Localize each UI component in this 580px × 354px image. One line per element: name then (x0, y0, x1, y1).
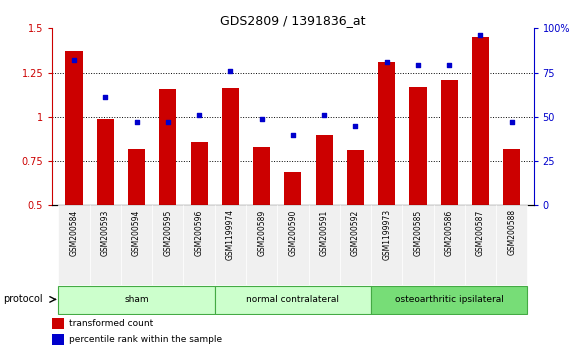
Bar (347, 150, 364, 205)
Bar (309, 205, 340, 285)
Point (226, 68, 235, 74)
Text: osteoarthritic ipsilateral: osteoarthritic ipsilateral (395, 295, 503, 304)
Bar (465, 205, 496, 285)
Bar (59, 286, 215, 314)
Bar (371, 205, 403, 285)
Bar (316, 135, 333, 205)
Point (507, 119, 516, 125)
Text: protocol: protocol (3, 295, 42, 304)
Text: GSM200585: GSM200585 (414, 209, 422, 256)
Text: GSM200594: GSM200594 (132, 209, 141, 256)
Bar (472, 37, 489, 205)
Bar (215, 286, 371, 314)
Bar (378, 62, 396, 205)
Point (257, 116, 266, 121)
Bar (152, 205, 183, 285)
Point (101, 95, 110, 100)
Bar (277, 205, 309, 285)
Text: GSM1199974: GSM1199974 (226, 209, 235, 261)
Bar (409, 87, 426, 205)
Point (476, 33, 485, 38)
Text: GSM200587: GSM200587 (476, 209, 485, 256)
Text: percentile rank within the sample: percentile rank within the sample (69, 335, 222, 344)
Point (194, 112, 204, 118)
Bar (441, 80, 458, 205)
Bar (222, 88, 239, 205)
Bar (90, 205, 121, 285)
Bar (496, 205, 527, 285)
Bar (403, 205, 434, 285)
Text: GSM200592: GSM200592 (351, 209, 360, 256)
Text: GSM200584: GSM200584 (70, 209, 78, 256)
Text: GSM1199973: GSM1199973 (382, 209, 391, 261)
Bar (183, 205, 215, 285)
Text: GSM200593: GSM200593 (101, 209, 110, 256)
Title: GDS2809 / 1391836_at: GDS2809 / 1391836_at (220, 14, 365, 27)
Bar (371, 286, 527, 314)
Bar (340, 205, 371, 285)
Bar (66, 51, 83, 205)
Point (414, 63, 423, 68)
Point (444, 63, 454, 68)
Bar (160, 88, 176, 205)
Text: normal contralateral: normal contralateral (246, 295, 339, 304)
Bar (121, 205, 152, 285)
Bar (59, 205, 90, 285)
Text: GSM200591: GSM200591 (320, 209, 329, 256)
Text: GSM200586: GSM200586 (445, 209, 454, 256)
Bar (190, 142, 208, 205)
Bar (52, 318, 64, 329)
Bar (284, 172, 302, 205)
Point (70, 57, 79, 63)
Text: GSM200595: GSM200595 (164, 209, 172, 256)
Bar (246, 205, 277, 285)
Text: sham: sham (124, 295, 149, 304)
Bar (503, 149, 520, 205)
Bar (434, 205, 465, 285)
Bar (253, 147, 270, 205)
Text: GSM200596: GSM200596 (195, 209, 204, 256)
Point (163, 119, 172, 125)
Text: GSM200589: GSM200589 (257, 209, 266, 256)
Point (382, 59, 392, 65)
Text: GSM200590: GSM200590 (288, 209, 298, 256)
Point (320, 112, 329, 118)
Bar (215, 205, 246, 285)
Text: GSM200588: GSM200588 (508, 209, 516, 256)
Bar (97, 119, 114, 205)
Point (132, 119, 142, 125)
Point (288, 132, 298, 137)
Text: transformed count: transformed count (69, 319, 153, 329)
Point (351, 123, 360, 129)
Bar (128, 149, 145, 205)
Bar (52, 334, 64, 346)
